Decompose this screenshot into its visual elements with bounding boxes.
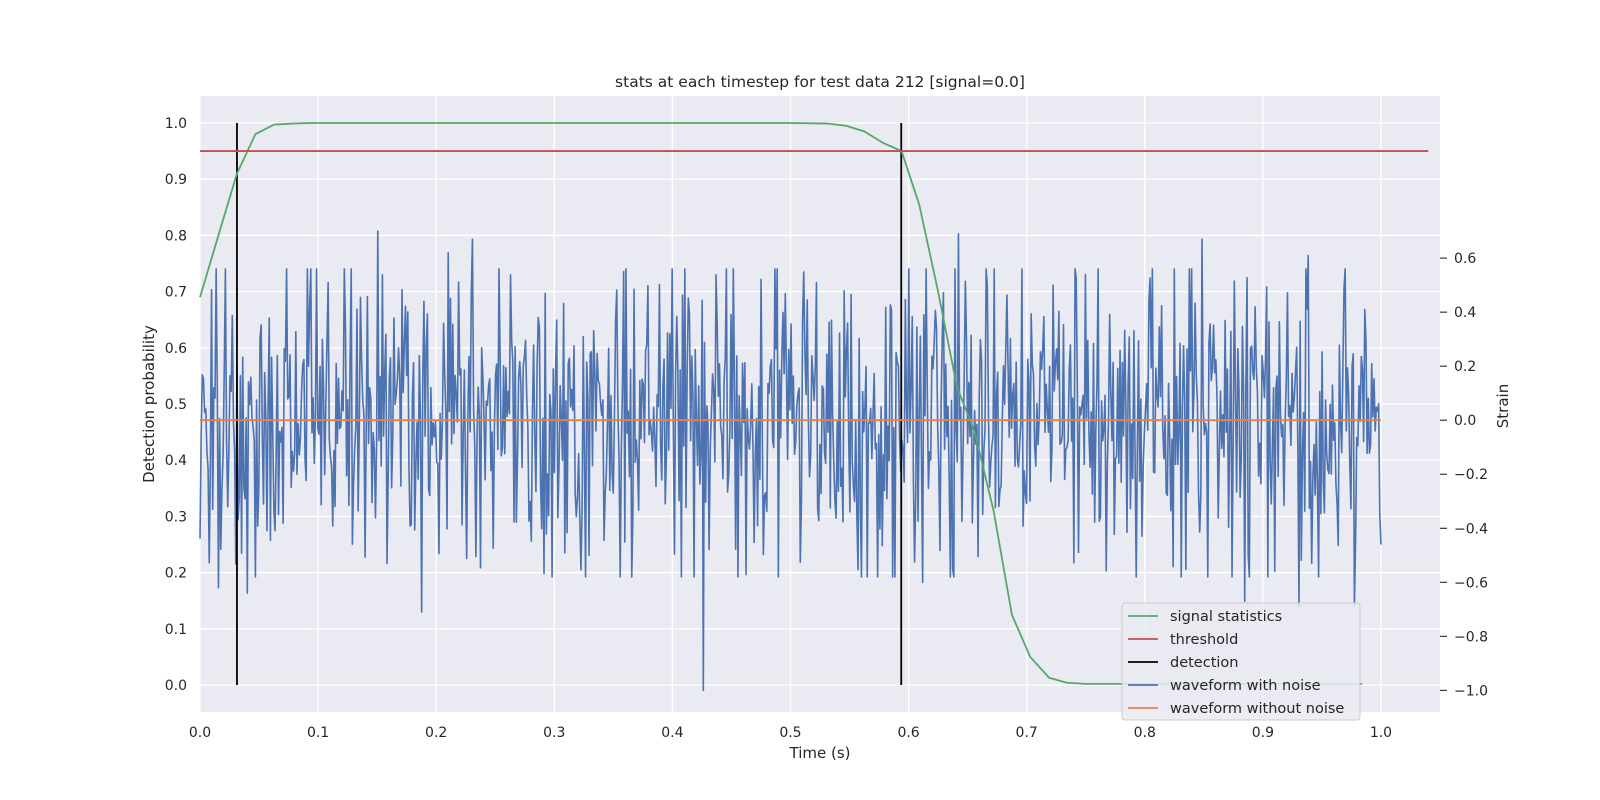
legend-item: waveform without noise <box>1128 701 1344 717</box>
y2-tick-label: −0.6 <box>1454 575 1488 591</box>
y2-tick-label: 0.2 <box>1454 359 1476 375</box>
y-tick-label: 0.8 <box>165 228 187 244</box>
legend-label: waveform without noise <box>1170 701 1344 717</box>
y2-tick-label: 0.4 <box>1454 305 1476 321</box>
y2-axis-title: Strain <box>1494 384 1512 428</box>
legend: signal statistics threshold detection wa… <box>1121 602 1361 721</box>
y2-tick-label: −0.2 <box>1454 467 1488 483</box>
x-tick-labels: 0.0 0.1 0.2 0.3 0.4 0.5 0.6 0.7 0.8 0.9 1.0 <box>189 725 1392 741</box>
x-tick-label: 0.2 <box>425 725 447 741</box>
y-tick-label: 0.1 <box>165 622 187 638</box>
legend-item: signal statistics <box>1128 609 1282 625</box>
y2-tick-label: 0.6 <box>1454 251 1476 267</box>
y-tick-label: 0.7 <box>165 285 187 301</box>
x-tick-label: 0.1 <box>307 725 329 741</box>
legend-label: threshold <box>1170 632 1238 648</box>
y2-tick-label: 0.0 <box>1454 413 1476 429</box>
legend-box <box>1121 602 1361 721</box>
y2-tick-labels: −1.0 −0.8 −0.6 −0.4 −0.2 0.0 0.2 0.4 0.6 <box>1440 251 1488 699</box>
y-tick-label: 0.4 <box>165 453 187 469</box>
y-tick-label: 0.3 <box>165 509 187 525</box>
legend-label: waveform with noise <box>1170 678 1321 694</box>
y-tick-label: 0.9 <box>165 172 187 188</box>
legend-label: signal statistics <box>1170 609 1282 625</box>
y2-tick-label: −1.0 <box>1454 683 1488 699</box>
chart-title: stats at each timestep for test data 212… <box>615 73 1025 91</box>
y-tick-labels: 0.0 0.1 0.2 0.3 0.4 0.5 0.6 0.7 0.8 0.9 1.0 <box>165 116 187 694</box>
x-tick-label: 0.9 <box>1252 725 1274 741</box>
y-tick-label: 0.5 <box>165 397 187 413</box>
x-tick-label: 0.8 <box>1134 725 1156 741</box>
x-tick-label: 0.0 <box>189 725 211 741</box>
y-tick-label: 0.2 <box>165 566 187 582</box>
x-tick-label: 0.3 <box>543 725 565 741</box>
x-tick-label: 0.6 <box>897 725 919 741</box>
legend-label: detection <box>1170 655 1238 671</box>
series-line-waveform-with-noise <box>199 230 1382 692</box>
y-tick-label: 0.6 <box>165 341 187 357</box>
y2-tick-label: −0.8 <box>1454 629 1488 645</box>
x-axis-title: Time (s) <box>789 744 851 762</box>
legend-item: waveform with noise <box>1128 678 1321 694</box>
x-tick-label: 0.4 <box>661 725 683 741</box>
x-tick-label: 0.7 <box>1016 725 1038 741</box>
y2-tick-label: −0.4 <box>1454 521 1488 537</box>
y-tick-label: 1.0 <box>165 116 187 132</box>
series-layer <box>199 122 1429 692</box>
legend-item: threshold <box>1128 632 1238 648</box>
x-tick-label: 1.0 <box>1370 725 1392 741</box>
y-tick-label: 0.0 <box>165 678 187 694</box>
x-tick-label: 0.5 <box>779 725 801 741</box>
legend-item: detection <box>1128 655 1238 671</box>
y-axis-title: Detection probability <box>140 325 158 483</box>
